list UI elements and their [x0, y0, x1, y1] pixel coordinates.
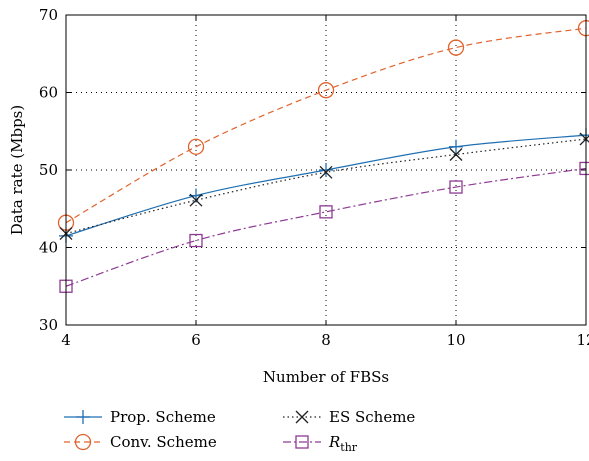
x-tick-label: 10: [446, 331, 465, 349]
series-line: [65, 27, 587, 224]
square-marker: [449, 180, 463, 194]
x-marker: [189, 193, 203, 207]
x-axis-label: Number of FBSs: [263, 368, 389, 386]
circle-marker: [447, 39, 465, 56]
series-layer: [57, 20, 589, 293]
x-ticks: 4 6 8 10 12: [61, 15, 589, 349]
circle-marker: [577, 20, 589, 37]
y-tick-label: 60: [39, 84, 58, 102]
square-marker: [295, 435, 309, 449]
y-ticks: 30 40 50 60 70: [39, 6, 586, 334]
square-marker: [189, 233, 203, 248]
x-marker: [319, 165, 333, 179]
series-r: [59, 161, 589, 293]
plus-marker: [449, 139, 463, 154]
legend-label: Conv. Scheme: [110, 433, 217, 451]
series-es-scheme: [59, 132, 589, 241]
y-tick-label: 70: [39, 6, 58, 24]
plus-marker: [319, 163, 333, 177]
circle-marker: [74, 433, 92, 451]
circle-marker: [317, 82, 335, 99]
legend-item: ES Scheme: [283, 408, 415, 426]
y-tick-label: 50: [39, 161, 58, 179]
plus-marker: [76, 410, 90, 424]
y-tick-label: 40: [39, 239, 58, 257]
legend: Prop. Scheme Conv. Scheme ES Scheme Rthr: [64, 408, 415, 454]
x-marker: [295, 410, 309, 424]
legend-item: Rthr: [283, 433, 358, 454]
legend-item: Prop. Scheme: [64, 408, 216, 426]
legend-label: Prop. Scheme: [110, 408, 216, 426]
square-marker: [319, 205, 333, 219]
x-tick-label: 6: [191, 331, 201, 349]
y-tick-label: 30: [39, 316, 58, 334]
x-tick-label: 12: [576, 331, 589, 349]
series-prop-scheme: [59, 128, 589, 243]
series-line: [65, 167, 587, 287]
legend-label: Rthr: [328, 433, 358, 454]
x-marker: [449, 148, 463, 161]
x-tick-label: 8: [321, 331, 331, 349]
series-conv-scheme: [57, 20, 589, 231]
y-axis-label: Data rate (Mbps): [8, 105, 26, 235]
legend-label: ES Scheme: [329, 408, 415, 426]
legend-item: Conv. Scheme: [64, 433, 217, 451]
circle-marker: [187, 138, 205, 155]
series-line: [65, 138, 587, 235]
x-tick-label: 4: [61, 331, 71, 349]
